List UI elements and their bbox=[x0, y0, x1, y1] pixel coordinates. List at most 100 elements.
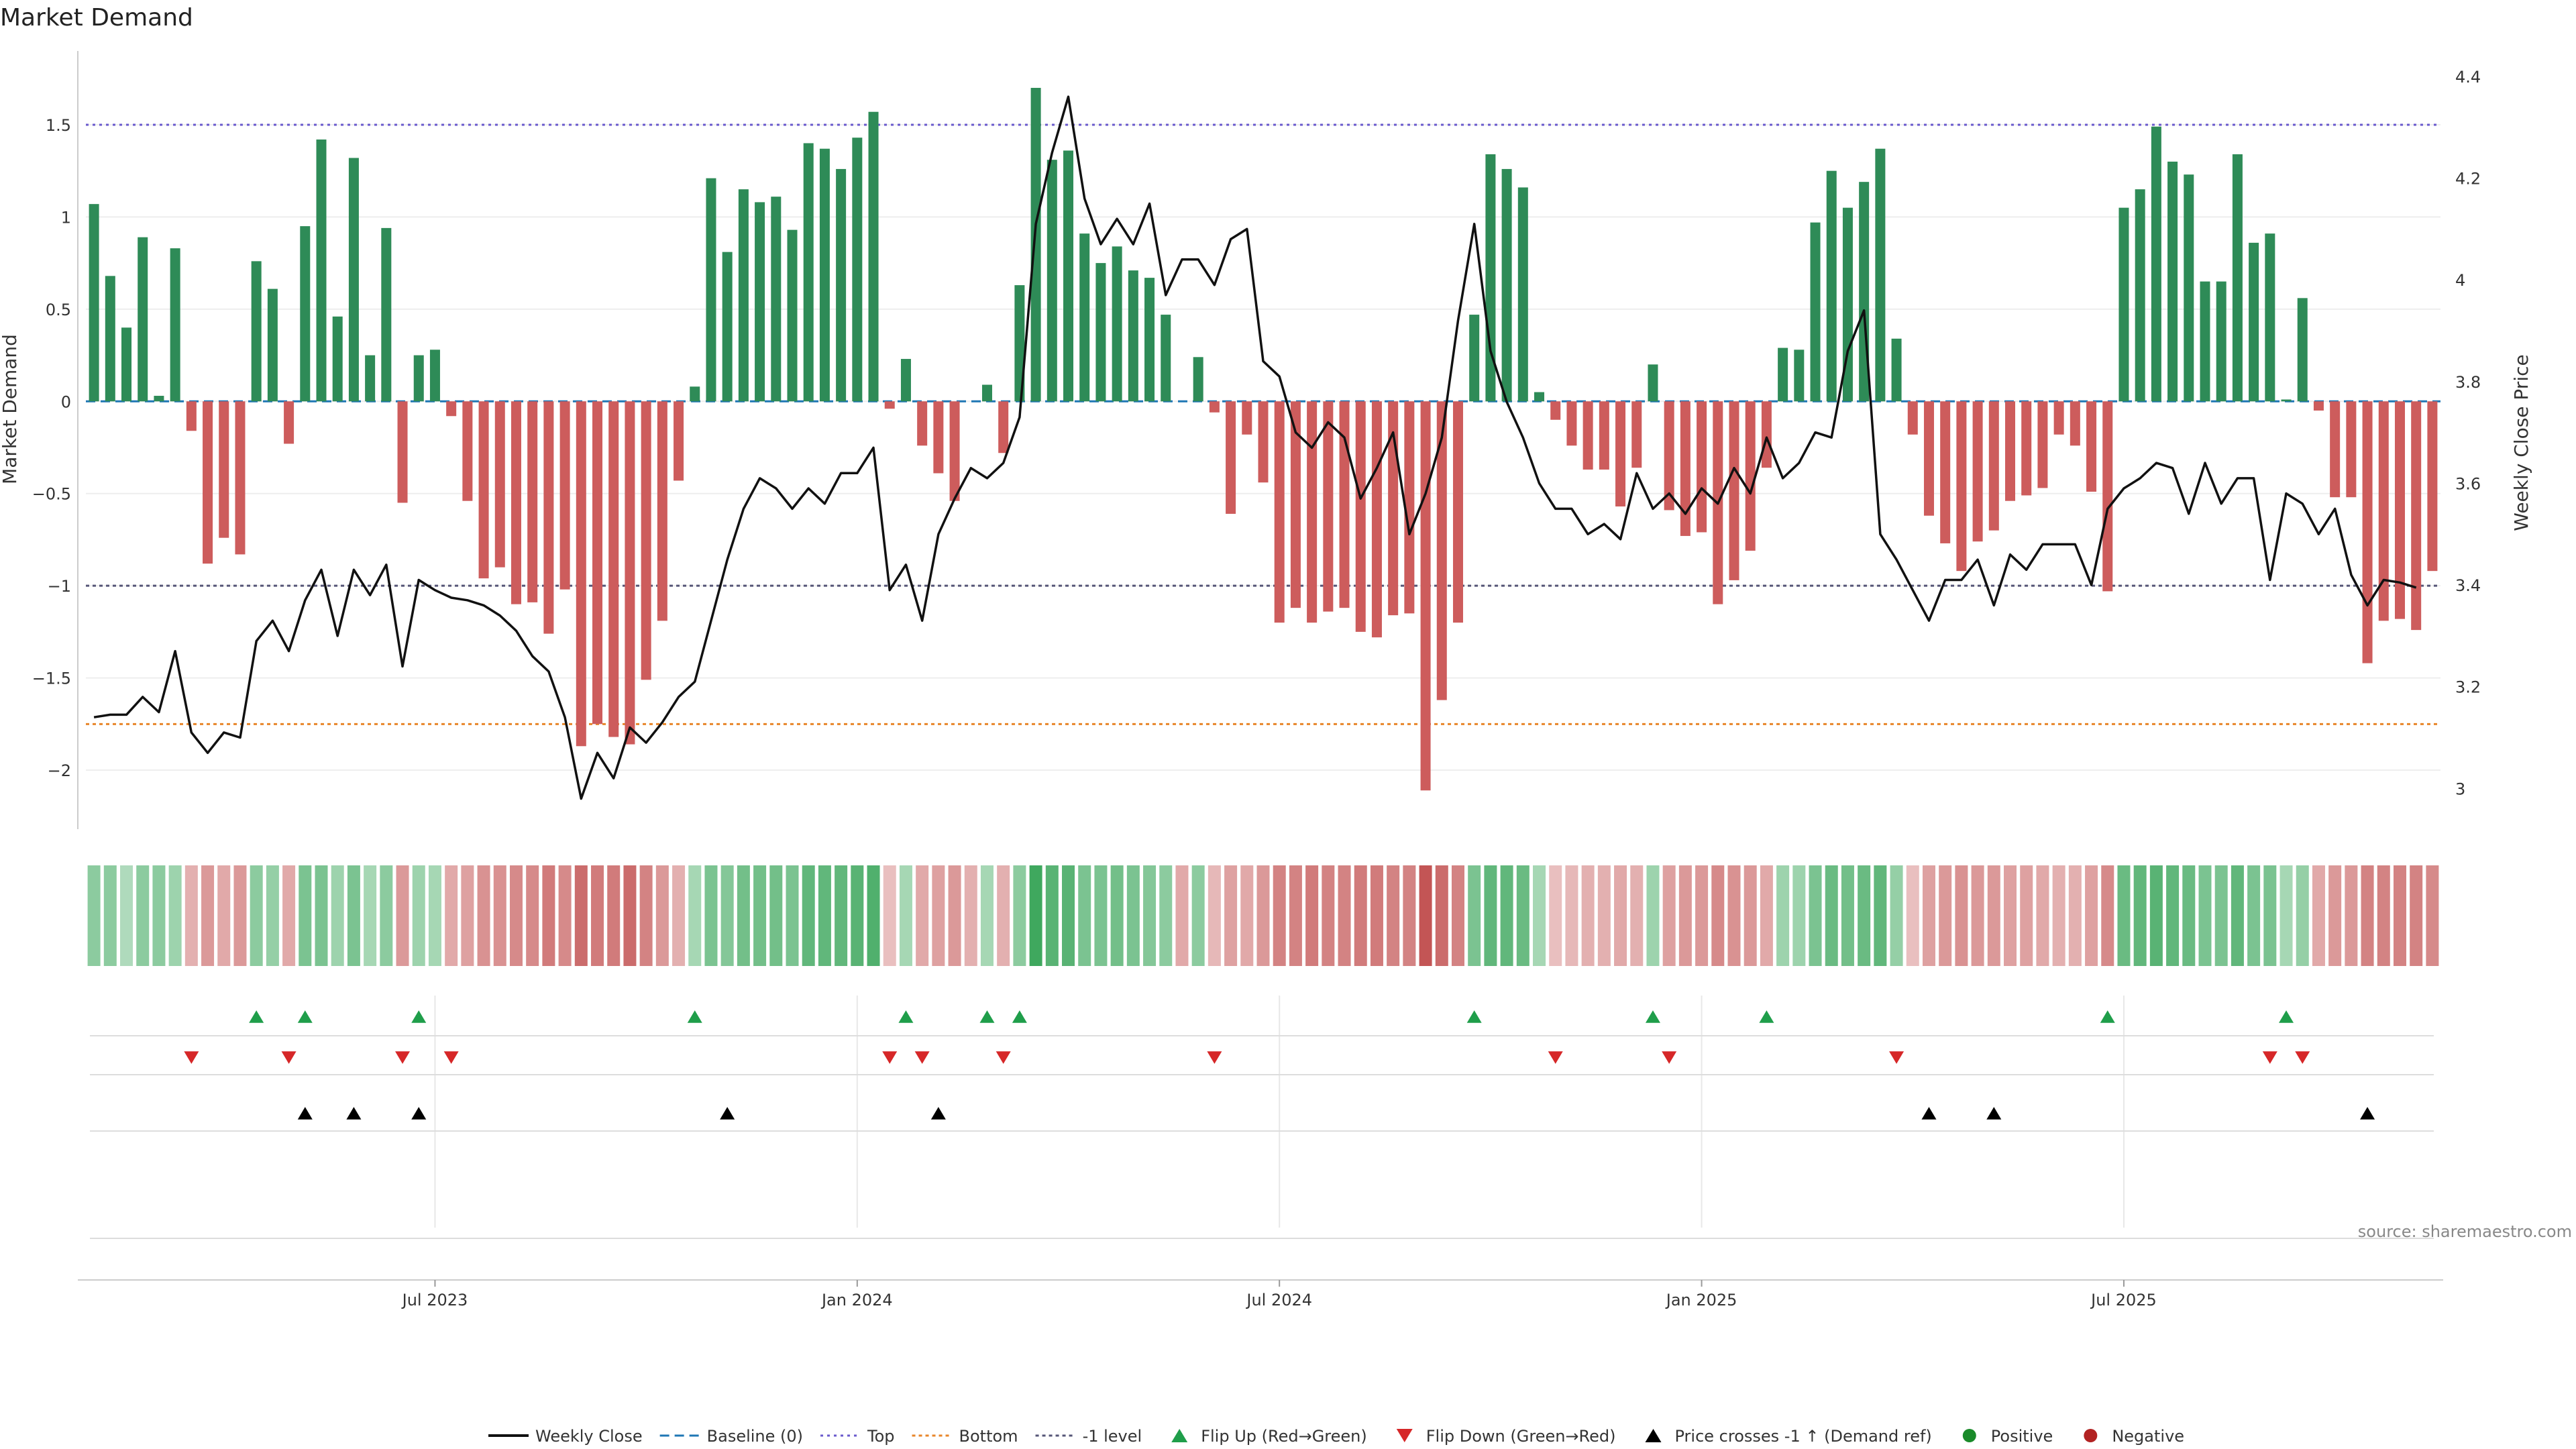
heat-cell bbox=[1874, 865, 1887, 966]
heat-cell bbox=[769, 865, 783, 966]
heat-cell bbox=[2085, 865, 2098, 966]
negative-demand-bar bbox=[397, 401, 408, 503]
flip-down-marker bbox=[914, 1051, 930, 1064]
legend-swatch bbox=[1645, 1429, 1662, 1442]
negative-demand-bar bbox=[1582, 401, 1593, 470]
heat-cell bbox=[2328, 865, 2342, 966]
heat-cell bbox=[2214, 865, 2228, 966]
flip-up-marker bbox=[979, 1010, 995, 1023]
flip-up-marker bbox=[898, 1010, 914, 1023]
x-tick-label: Jan 2024 bbox=[820, 1291, 893, 1309]
heat-cell bbox=[217, 865, 231, 966]
heat-cell bbox=[2036, 865, 2049, 966]
axes: 1.5 1 0.5 0 −0.5 −1 −1.5 −2 4.4 4.2 4 3.8 3.6 3.4 3.2 3 bbox=[32, 51, 2481, 829]
heat-cell bbox=[542, 865, 555, 966]
heat-cell bbox=[964, 865, 977, 966]
heat-cell bbox=[1468, 865, 1481, 966]
legend-label: -1 level bbox=[1083, 1427, 1142, 1446]
negative-demand-bar bbox=[2102, 401, 2113, 592]
heat-cell bbox=[899, 865, 912, 966]
heat-cell bbox=[233, 865, 247, 966]
negative-demand-bar bbox=[1729, 401, 1739, 580]
legend-label: Price crosses -1 ↑ (Demand ref) bbox=[1675, 1427, 1932, 1446]
positive-demand-bar bbox=[1046, 160, 1057, 402]
negative-demand-bar bbox=[1274, 401, 1285, 623]
positive-demand-bar bbox=[1014, 285, 1025, 402]
heat-cell bbox=[1516, 865, 1529, 966]
positive-demand-bar bbox=[1128, 270, 1138, 402]
heat-cell bbox=[103, 865, 117, 966]
heat-cell bbox=[867, 865, 880, 966]
heat-cell bbox=[1792, 865, 1806, 966]
heat-cell bbox=[1224, 865, 1238, 966]
positive-demand-bar bbox=[2184, 174, 2194, 402]
heat-cell bbox=[2312, 865, 2325, 966]
positive-demand-bar bbox=[348, 158, 359, 402]
heat-cell bbox=[428, 865, 441, 966]
heat-cell bbox=[623, 865, 637, 966]
heat-cell bbox=[331, 865, 344, 966]
y2-tick-label: 4 bbox=[2455, 271, 2465, 290]
negative-demand-bar bbox=[1371, 401, 1382, 638]
negative-demand-bar bbox=[1323, 401, 1334, 612]
positive-demand-bar bbox=[2281, 399, 2292, 402]
negative-demand-bar bbox=[559, 401, 570, 590]
legend-label: Top bbox=[867, 1427, 895, 1446]
heat-cell bbox=[1711, 865, 1725, 966]
heat-cell bbox=[1922, 865, 1935, 966]
positive-demand-bar bbox=[121, 327, 132, 402]
heat-cell bbox=[851, 865, 864, 966]
legend-label: Weekly Close bbox=[535, 1427, 643, 1446]
negative-demand-bar bbox=[446, 401, 457, 417]
positive-demand-bar bbox=[316, 139, 327, 402]
positive-demand-bar bbox=[1534, 392, 1545, 402]
heat-cell bbox=[412, 865, 425, 966]
heat-cell bbox=[1387, 865, 1400, 966]
heat-cell bbox=[2361, 865, 2374, 966]
heat-cell bbox=[1971, 865, 1984, 966]
negative-demand-bar bbox=[2053, 401, 2064, 435]
positive-demand-bar bbox=[332, 316, 343, 402]
heat-cell bbox=[1451, 865, 1464, 966]
legend-label: Flip Up (Red→Green) bbox=[1201, 1427, 1367, 1446]
negative-demand-bar bbox=[1940, 401, 1951, 543]
heat-cell bbox=[753, 865, 767, 966]
heat-cell bbox=[802, 865, 815, 966]
heat-cell bbox=[1370, 865, 1383, 966]
heat-cell bbox=[1565, 865, 1578, 966]
positive-demand-bar bbox=[2249, 242, 2259, 402]
heat-cell bbox=[364, 865, 377, 966]
legend-item-flip-down: Flip Down (Green→Red) bbox=[1396, 1427, 1616, 1446]
chart-title: Market Demand bbox=[0, 4, 193, 32]
heat-cell bbox=[1841, 865, 1854, 966]
negative-demand-bar bbox=[884, 401, 895, 409]
heat-cell bbox=[2117, 865, 2131, 966]
flip-down-marker bbox=[2262, 1051, 2277, 1064]
positive-demand-bar bbox=[267, 288, 278, 402]
x-axis: Jul 2023 Jan 2024 Jul 2024 Jan 2025 Jul 2025 bbox=[78, 1279, 2443, 1309]
negative-demand-bar bbox=[1355, 401, 1366, 632]
heat-cell bbox=[1695, 865, 1709, 966]
heat-cell bbox=[980, 865, 994, 966]
positive-demand-bar bbox=[738, 189, 749, 402]
legend-item-bottom: Bottom bbox=[912, 1427, 1018, 1446]
heat-cell bbox=[1322, 865, 1335, 966]
heat-cell bbox=[1094, 865, 1108, 966]
legend-swatch bbox=[1962, 1429, 1976, 1442]
gridlines bbox=[86, 123, 2440, 1228]
y-tick-label: 1.5 bbox=[46, 116, 71, 135]
positive-demand-bar bbox=[1875, 148, 1886, 402]
negative-demand-bar bbox=[2086, 401, 2097, 492]
flip-down-marker bbox=[1548, 1051, 1563, 1064]
heat-cell bbox=[1273, 865, 1286, 966]
negative-demand-bar bbox=[1452, 401, 1463, 623]
negative-demand-bar bbox=[1258, 401, 1269, 483]
x-tick-label: Jan 2025 bbox=[1665, 1291, 1737, 1309]
price-cross-marker bbox=[2360, 1107, 2375, 1120]
heat-cell bbox=[2279, 865, 2293, 966]
heat-cell bbox=[1533, 865, 1546, 966]
heat-cell bbox=[835, 865, 848, 966]
heat-cell bbox=[2393, 865, 2406, 966]
negative-demand-bar bbox=[1339, 401, 1350, 608]
